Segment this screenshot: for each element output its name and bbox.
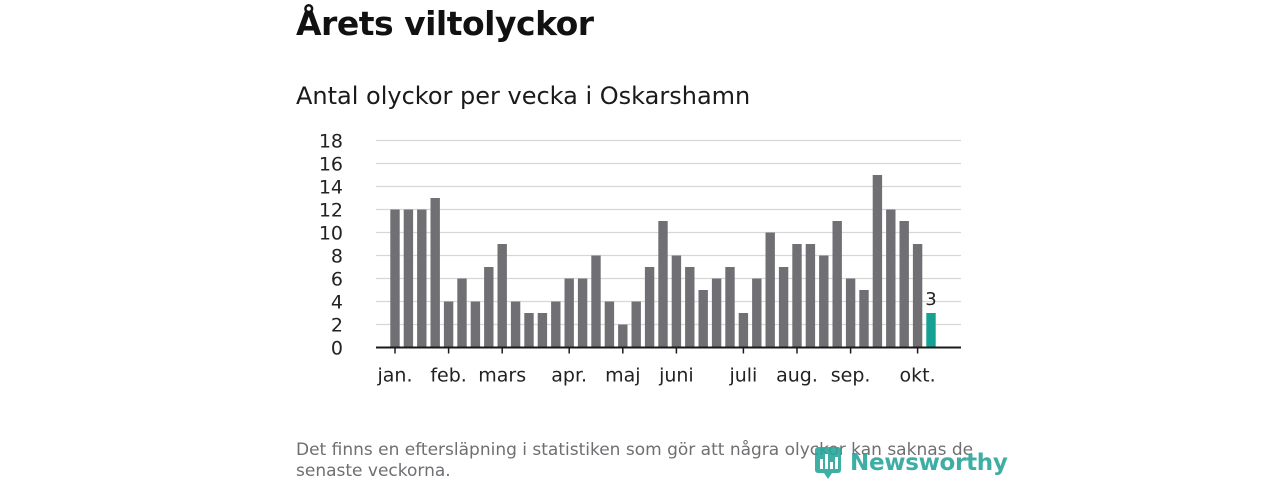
bar xyxy=(819,255,829,348)
bar xyxy=(591,255,601,348)
chart-title: Årets viltolyckor xyxy=(296,4,594,43)
chart-subtitle: Antal olyckor per vecka i Oskarshamn xyxy=(296,82,751,110)
bar xyxy=(564,278,574,348)
bar xyxy=(899,221,909,348)
bar xyxy=(792,244,802,348)
bar xyxy=(765,232,775,348)
x-tick-label: apr. xyxy=(551,365,587,387)
bar xyxy=(443,301,454,348)
bar-highlight xyxy=(926,313,936,348)
bar xyxy=(685,267,695,348)
bar xyxy=(484,267,494,348)
bar xyxy=(457,278,467,348)
bar xyxy=(778,267,789,348)
x-tick-label: jan. xyxy=(376,365,412,387)
bar xyxy=(886,209,896,348)
bar xyxy=(470,301,481,348)
y-tick-label: 6 xyxy=(331,269,343,291)
bar xyxy=(631,301,641,348)
bar xyxy=(752,278,762,348)
bar xyxy=(390,209,400,348)
y-tick-label: 0 xyxy=(331,338,343,360)
bar xyxy=(738,313,749,348)
bar xyxy=(604,301,615,348)
newsworthy-logo-icon xyxy=(815,447,841,479)
x-tick-label: okt. xyxy=(900,365,936,387)
x-tick-label: feb. xyxy=(430,365,466,387)
bar xyxy=(671,255,682,348)
y-tick-label: 12 xyxy=(319,200,343,222)
bar xyxy=(510,301,521,348)
bar xyxy=(417,209,427,348)
y-tick-label: 10 xyxy=(319,223,343,245)
bar xyxy=(711,278,722,348)
bar xyxy=(832,221,842,348)
newsworthy-logo: Newsworthy xyxy=(814,446,1008,480)
bar xyxy=(845,278,856,348)
bar xyxy=(644,267,655,348)
bar xyxy=(805,244,816,348)
bar xyxy=(658,221,668,348)
x-tick-label: mars xyxy=(478,365,526,387)
bar xyxy=(537,313,548,348)
bar xyxy=(403,209,414,348)
bar xyxy=(912,244,923,348)
bar xyxy=(551,301,561,348)
y-tick-label: 18 xyxy=(319,131,343,153)
bar xyxy=(859,290,869,348)
bar xyxy=(725,267,735,348)
x-tick-label: juni xyxy=(658,365,694,387)
bar xyxy=(698,290,708,348)
bar xyxy=(872,175,883,348)
bar xyxy=(497,244,507,348)
y-tick-label: 14 xyxy=(319,177,343,199)
y-tick-label: 4 xyxy=(331,292,343,314)
x-tick-label: aug. xyxy=(776,365,818,387)
y-tick-label: 16 xyxy=(319,154,343,176)
x-tick-label: juli xyxy=(728,365,757,387)
footnote: Det finns en eftersläpning i statistiken… xyxy=(296,440,974,481)
data-label: 3 xyxy=(925,289,936,310)
newsworthy-logo-text: Newsworthy xyxy=(850,450,1008,476)
x-tick-label: maj xyxy=(605,365,640,387)
bar xyxy=(430,198,440,348)
y-tick-label: 8 xyxy=(331,246,343,268)
bar xyxy=(524,313,534,348)
x-tick-label: sep. xyxy=(831,365,871,387)
y-tick-label: 2 xyxy=(331,315,343,337)
bar xyxy=(577,278,588,348)
bar xyxy=(618,324,628,348)
